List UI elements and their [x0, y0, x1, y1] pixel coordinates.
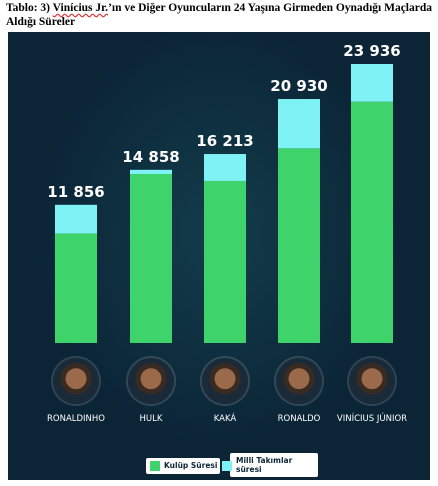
legend-club-swatch — [150, 461, 160, 471]
chart-panel: 11 856 RONALDINHO 14 858 HULK 16 213 KAKÁ 20 9… — [8, 32, 430, 480]
bar-national-vinicius-junior — [351, 64, 393, 102]
avatar-ronaldinho — [53, 358, 99, 404]
total-label-hulk: 14 858 — [122, 148, 179, 166]
legend-national-box: Milli Takımlar süresi — [222, 453, 318, 477]
category-label-ronaldinho: RONALDINHO — [47, 414, 105, 424]
avatar-kaka — [202, 358, 248, 404]
total-label-ronaldinho: 11 856 — [47, 183, 104, 201]
bar-club-hulk — [130, 173, 172, 343]
category-label-hulk: HULK — [140, 414, 163, 424]
total-label-ronaldo: 20 930 — [270, 77, 327, 95]
category-label-vinicius-junior: VINÍCIUS JÚNIOR — [337, 412, 407, 424]
category-label-ronaldo: RONALDO — [278, 414, 321, 424]
category-label-kaka: KAKÁ — [214, 412, 237, 424]
legend-club-box: Kulüp Süresi — [146, 458, 220, 474]
bar-national-kaka — [204, 154, 246, 181]
bar-club-kaka — [204, 180, 246, 343]
bar-national-ronaldinho — [55, 204, 97, 234]
avatar-vinicius — [349, 358, 395, 404]
bar-national-hulk — [130, 169, 172, 174]
stacked-bar-chart: 11 856 RONALDINHO 14 858 HULK 16 213 KAKÁ 20 9… — [47, 42, 407, 424]
caption-prefix: Tablo: 3) — [6, 2, 53, 14]
legend-club-label: Kulüp Süresi — [164, 461, 218, 470]
bar-club-ronaldinho — [55, 233, 97, 343]
bar-national-ronaldo — [278, 99, 320, 149]
legend: Kulüp Süresi Milli Takımlar süresi — [146, 453, 318, 477]
legend-national-label-line2: süresi — [236, 465, 262, 474]
bar-club-ronaldo — [278, 148, 320, 343]
bar-club-vinicius-junior — [351, 101, 393, 343]
caption-rest: ’ın ve Diğer Oyuncuların 24 Yaşına Girme… — [6, 2, 432, 28]
total-label-kaka: 16 213 — [196, 132, 253, 150]
figure-caption: Tablo: 3) Vinícius Jr.’ın ve Diğer Oyunc… — [6, 2, 432, 29]
total-label-vinicius-junior: 23 936 — [343, 42, 400, 60]
avatar-hulk — [128, 358, 174, 404]
caption-player-name: Vinícius Jr. — [52, 2, 109, 14]
legend-national-label-line1: Milli Takımlar — [236, 456, 293, 465]
legend-national-swatch — [222, 461, 232, 471]
avatar-ronaldo — [276, 358, 322, 404]
